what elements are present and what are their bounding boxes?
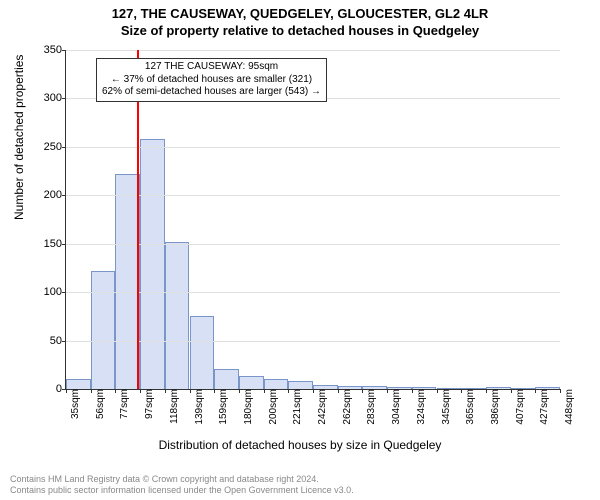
xtick-mark [115,389,116,393]
xtick-mark [190,389,191,393]
ytick-mark [62,244,66,245]
x-axis-label: Distribution of detached houses by size … [0,438,600,452]
ytick-label: 200 [44,189,62,201]
annotation-box: 127 THE CAUSEWAY: 95sqm ← 37% of detache… [96,58,327,102]
ytick-label: 300 [44,92,62,104]
ytick-label: 350 [44,44,62,56]
histogram-bar [91,271,116,389]
footer-line-2: Contains public sector information licen… [10,485,354,496]
ytick-mark [62,292,66,293]
gridline [66,195,560,196]
histogram-bar [66,379,91,389]
ytick-mark [62,147,66,148]
gridline [66,292,560,293]
histogram-bar [190,316,215,389]
ytick-mark [62,98,66,99]
xtick-mark [338,389,339,393]
gridline [66,147,560,148]
xtick-label: 221sqm [292,389,303,425]
xtick-mark [165,389,166,393]
xtick-mark [91,389,92,393]
xtick-mark [461,389,462,393]
footer-line-1: Contains HM Land Registry data © Crown c… [10,474,354,485]
xtick-label: 386sqm [490,389,501,425]
ytick-label: 250 [44,141,62,153]
histogram-bar [239,376,264,389]
xtick-label: 345sqm [441,389,452,425]
xtick-mark [437,389,438,393]
gridline [66,341,560,342]
histogram-bar [288,381,313,389]
histogram-bar [165,242,190,389]
gridline [66,50,560,51]
y-axis-label: Number of detached properties [12,55,26,220]
xtick-mark [66,389,67,393]
xtick-mark [313,389,314,393]
xtick-label: 97sqm [144,389,155,419]
xtick-mark [362,389,363,393]
xtick-label: 159sqm [218,389,229,425]
annotation-line-2: ← 37% of detached houses are smaller (32… [102,74,321,87]
annotation-line-1: 127 THE CAUSEWAY: 95sqm [102,61,321,74]
annotation-line-3: 62% of semi-detached houses are larger (… [102,86,321,99]
xtick-label: 304sqm [391,389,402,425]
xtick-label: 118sqm [169,389,180,424]
ytick-label: 150 [44,238,62,250]
xtick-label: 262sqm [342,389,353,425]
xtick-mark [214,389,215,393]
xtick-mark [288,389,289,393]
xtick-label: 200sqm [268,389,279,425]
title-sub: Size of property relative to detached ho… [0,21,600,38]
ytick-label: 50 [50,335,62,347]
xtick-mark [486,389,487,393]
ytick-mark [62,341,66,342]
xtick-mark [412,389,413,393]
ytick-mark [62,195,66,196]
gridline [66,244,560,245]
xtick-mark [560,389,561,393]
xtick-label: 77sqm [119,389,130,419]
histogram-bar [264,379,289,389]
xtick-label: 180sqm [243,389,254,425]
ytick-mark [62,50,66,51]
xtick-mark [535,389,536,393]
xtick-mark [239,389,240,393]
xtick-label: 324sqm [416,389,427,425]
histogram-bar [214,369,239,389]
xtick-label: 139sqm [194,389,205,425]
xtick-mark [387,389,388,393]
xtick-label: 365sqm [465,389,476,425]
xtick-label: 407sqm [515,389,526,425]
footer-attribution: Contains HM Land Registry data © Crown c… [10,474,354,496]
ytick-label: 100 [44,286,62,298]
xtick-label: 56sqm [95,389,106,419]
xtick-label: 35sqm [70,389,81,419]
xtick-mark [140,389,141,393]
histogram-bar [140,139,165,389]
xtick-label: 283sqm [366,389,377,425]
xtick-label: 242sqm [317,389,328,425]
xtick-label: 427sqm [539,389,550,425]
xtick-mark [264,389,265,393]
histogram-chart: 050100150200250300350 35sqm56sqm77sqm97s… [65,50,560,390]
xtick-label: 448sqm [564,389,575,425]
title-main: 127, THE CAUSEWAY, QUEDGELEY, GLOUCESTER… [0,0,600,21]
xtick-mark [511,389,512,393]
